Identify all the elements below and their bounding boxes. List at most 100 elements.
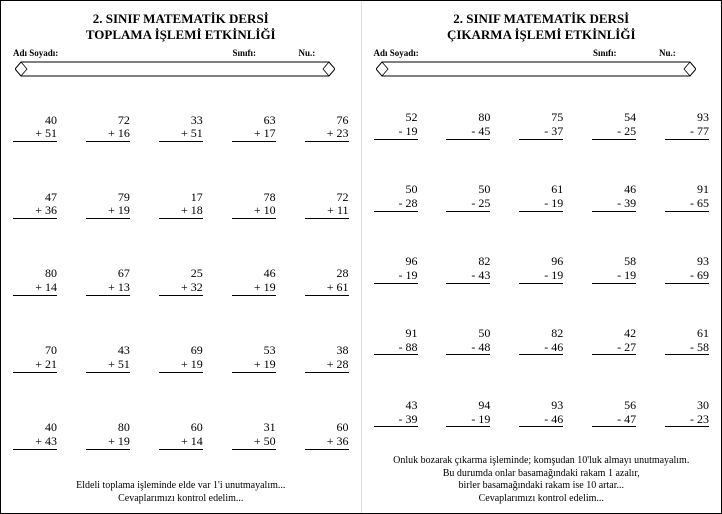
operand-bottom: + 11 [305,204,349,219]
operand-top: 38 [305,344,349,358]
worksheet-subtraction: 2. SINIF MATEMATİK DERSİ ÇIKARMA İŞLEMİ … [361,1,722,513]
math-problem: 50- 48 [446,327,490,356]
header-labels: Adı Soyadı: Sınıfı: Nu.: [13,48,349,58]
math-problem: 61- 58 [665,327,709,356]
operand-top: 50 [446,183,490,197]
math-problem: 28+ 61 [305,267,349,296]
operand-bottom: - 46 [519,341,563,356]
title-line2: ÇIKARMA İŞLEMİ ETKİNLİĞİ [447,27,636,42]
operand-bottom: + 36 [13,204,57,219]
operand-bottom: - 27 [592,341,636,356]
operand-bottom: + 50 [232,435,276,450]
math-problem: 93- 46 [519,399,563,428]
math-problem: 25+ 32 [159,267,203,296]
operand-bottom: + 28 [305,358,349,373]
operand-bottom: + 19 [232,281,276,296]
operand-top: 43 [86,344,130,358]
math-problem: 80- 45 [446,111,490,140]
operand-bottom: + 51 [13,127,57,142]
operand-top: 40 [13,421,57,435]
operand-bottom: - 45 [446,125,490,140]
operand-bottom: + 23 [305,127,349,142]
operand-bottom: - 19 [592,269,636,284]
operand-bottom: + 36 [305,435,349,450]
problem-row: 47+ 3679+ 1917+ 1878+ 1072+ 11 [13,191,349,220]
label-class: Sınıfı: [233,48,269,58]
math-problem: 96- 19 [519,255,563,284]
operand-bottom: - 69 [665,269,709,284]
math-problem: 60+ 14 [159,421,203,450]
operand-bottom: - 58 [665,341,709,356]
math-problem: 43+ 51 [86,344,130,373]
operand-top: 96 [374,255,418,269]
operand-top: 60 [305,421,349,435]
operand-bottom: - 37 [519,125,563,140]
problem-row: 91- 8850- 4882- 4642- 2761- 58 [374,327,710,356]
math-problem: 76+ 23 [305,114,349,143]
operand-bottom: - 19 [374,269,418,284]
operand-bottom: + 14 [13,281,57,296]
operand-top: 61 [665,327,709,341]
operand-bottom: + 51 [159,127,203,142]
operand-top: 52 [374,111,418,125]
operand-bottom: - 43 [446,269,490,284]
operand-bottom: + 43 [13,435,57,450]
name-banner: Adı Soyadı: Sınıfı: Nu.: [374,48,710,82]
problem-row: 43- 3994- 1993- 4656- 4730- 23 [374,399,710,428]
math-problem: 46+ 19 [232,267,276,296]
math-problem: 72+ 16 [86,114,130,143]
title-line1: 2. SINIF MATEMATİK DERSİ [453,11,629,26]
operand-bottom: - 28 [374,197,418,212]
operand-top: 91 [665,183,709,197]
operand-top: 93 [519,399,563,413]
operand-top: 33 [159,114,203,128]
math-problem: 82- 43 [446,255,490,284]
operand-top: 17 [159,191,203,205]
problem-row: 52- 1980- 4575- 3754- 2593- 77 [374,111,710,140]
operand-top: 47 [13,191,57,205]
worksheet-footer: Onluk bozarak çıkarma işleminde; komşuda… [374,451,710,507]
operand-bottom: - 19 [446,413,490,428]
math-problem: 46- 39 [592,183,636,212]
operand-bottom: + 17 [232,127,276,142]
operand-top: 31 [232,421,276,435]
operand-top: 40 [13,114,57,128]
math-problem: 67+ 13 [86,267,130,296]
operand-bottom: + 16 [86,127,130,142]
math-problem: 54- 25 [592,111,636,140]
math-problem: 56- 47 [592,399,636,428]
operand-top: 80 [86,421,130,435]
operand-top: 43 [374,399,418,413]
problem-grid: 52- 1980- 4575- 3754- 2593- 7750- 2850- … [374,88,710,452]
operand-bottom: - 39 [374,413,418,428]
math-problem: 82- 46 [519,327,563,356]
operand-top: 80 [13,267,57,281]
problem-row: 40+ 4380+ 1960+ 1431+ 5060+ 36 [13,421,349,450]
problem-row: 40+ 5172+ 1633+ 5163+ 1776+ 23 [13,114,349,143]
math-problem: 30- 23 [665,399,709,428]
math-problem: 91- 65 [665,183,709,212]
operand-top: 72 [305,191,349,205]
operand-bottom: + 10 [232,204,276,219]
math-problem: 80+ 19 [86,421,130,450]
math-problem: 40+ 43 [13,421,57,450]
problem-row: 70+ 2143+ 5169+ 1953+ 1938+ 28 [13,344,349,373]
math-problem: 31+ 50 [232,421,276,450]
problem-row: 96- 1982- 4396- 1958- 1993- 69 [374,255,710,284]
worksheet-title: 2. SINIF MATEMATİK DERSİ TOPLAMA İŞLEMİ … [13,11,349,44]
math-problem: 50- 25 [446,183,490,212]
operand-bottom: - 77 [665,125,709,140]
operand-top: 82 [446,255,490,269]
operand-bottom: + 19 [232,358,276,373]
label-no: Nu.: [299,48,329,58]
name-banner: Adı Soyadı: Sınıfı: Nu.: [13,48,349,82]
math-problem: 96- 19 [374,255,418,284]
operand-top: 58 [592,255,636,269]
operand-top: 60 [159,421,203,435]
math-problem: 63+ 17 [232,114,276,143]
operand-top: 72 [86,114,130,128]
operand-top: 42 [592,327,636,341]
footer-line: Bu durumda onlar basamağındaki rakam 1 a… [443,468,640,479]
problem-row: 80+ 14 67+ 13 25+ 32 46+ 19 28+ 61 [13,267,349,296]
math-problem: 42- 27 [592,327,636,356]
